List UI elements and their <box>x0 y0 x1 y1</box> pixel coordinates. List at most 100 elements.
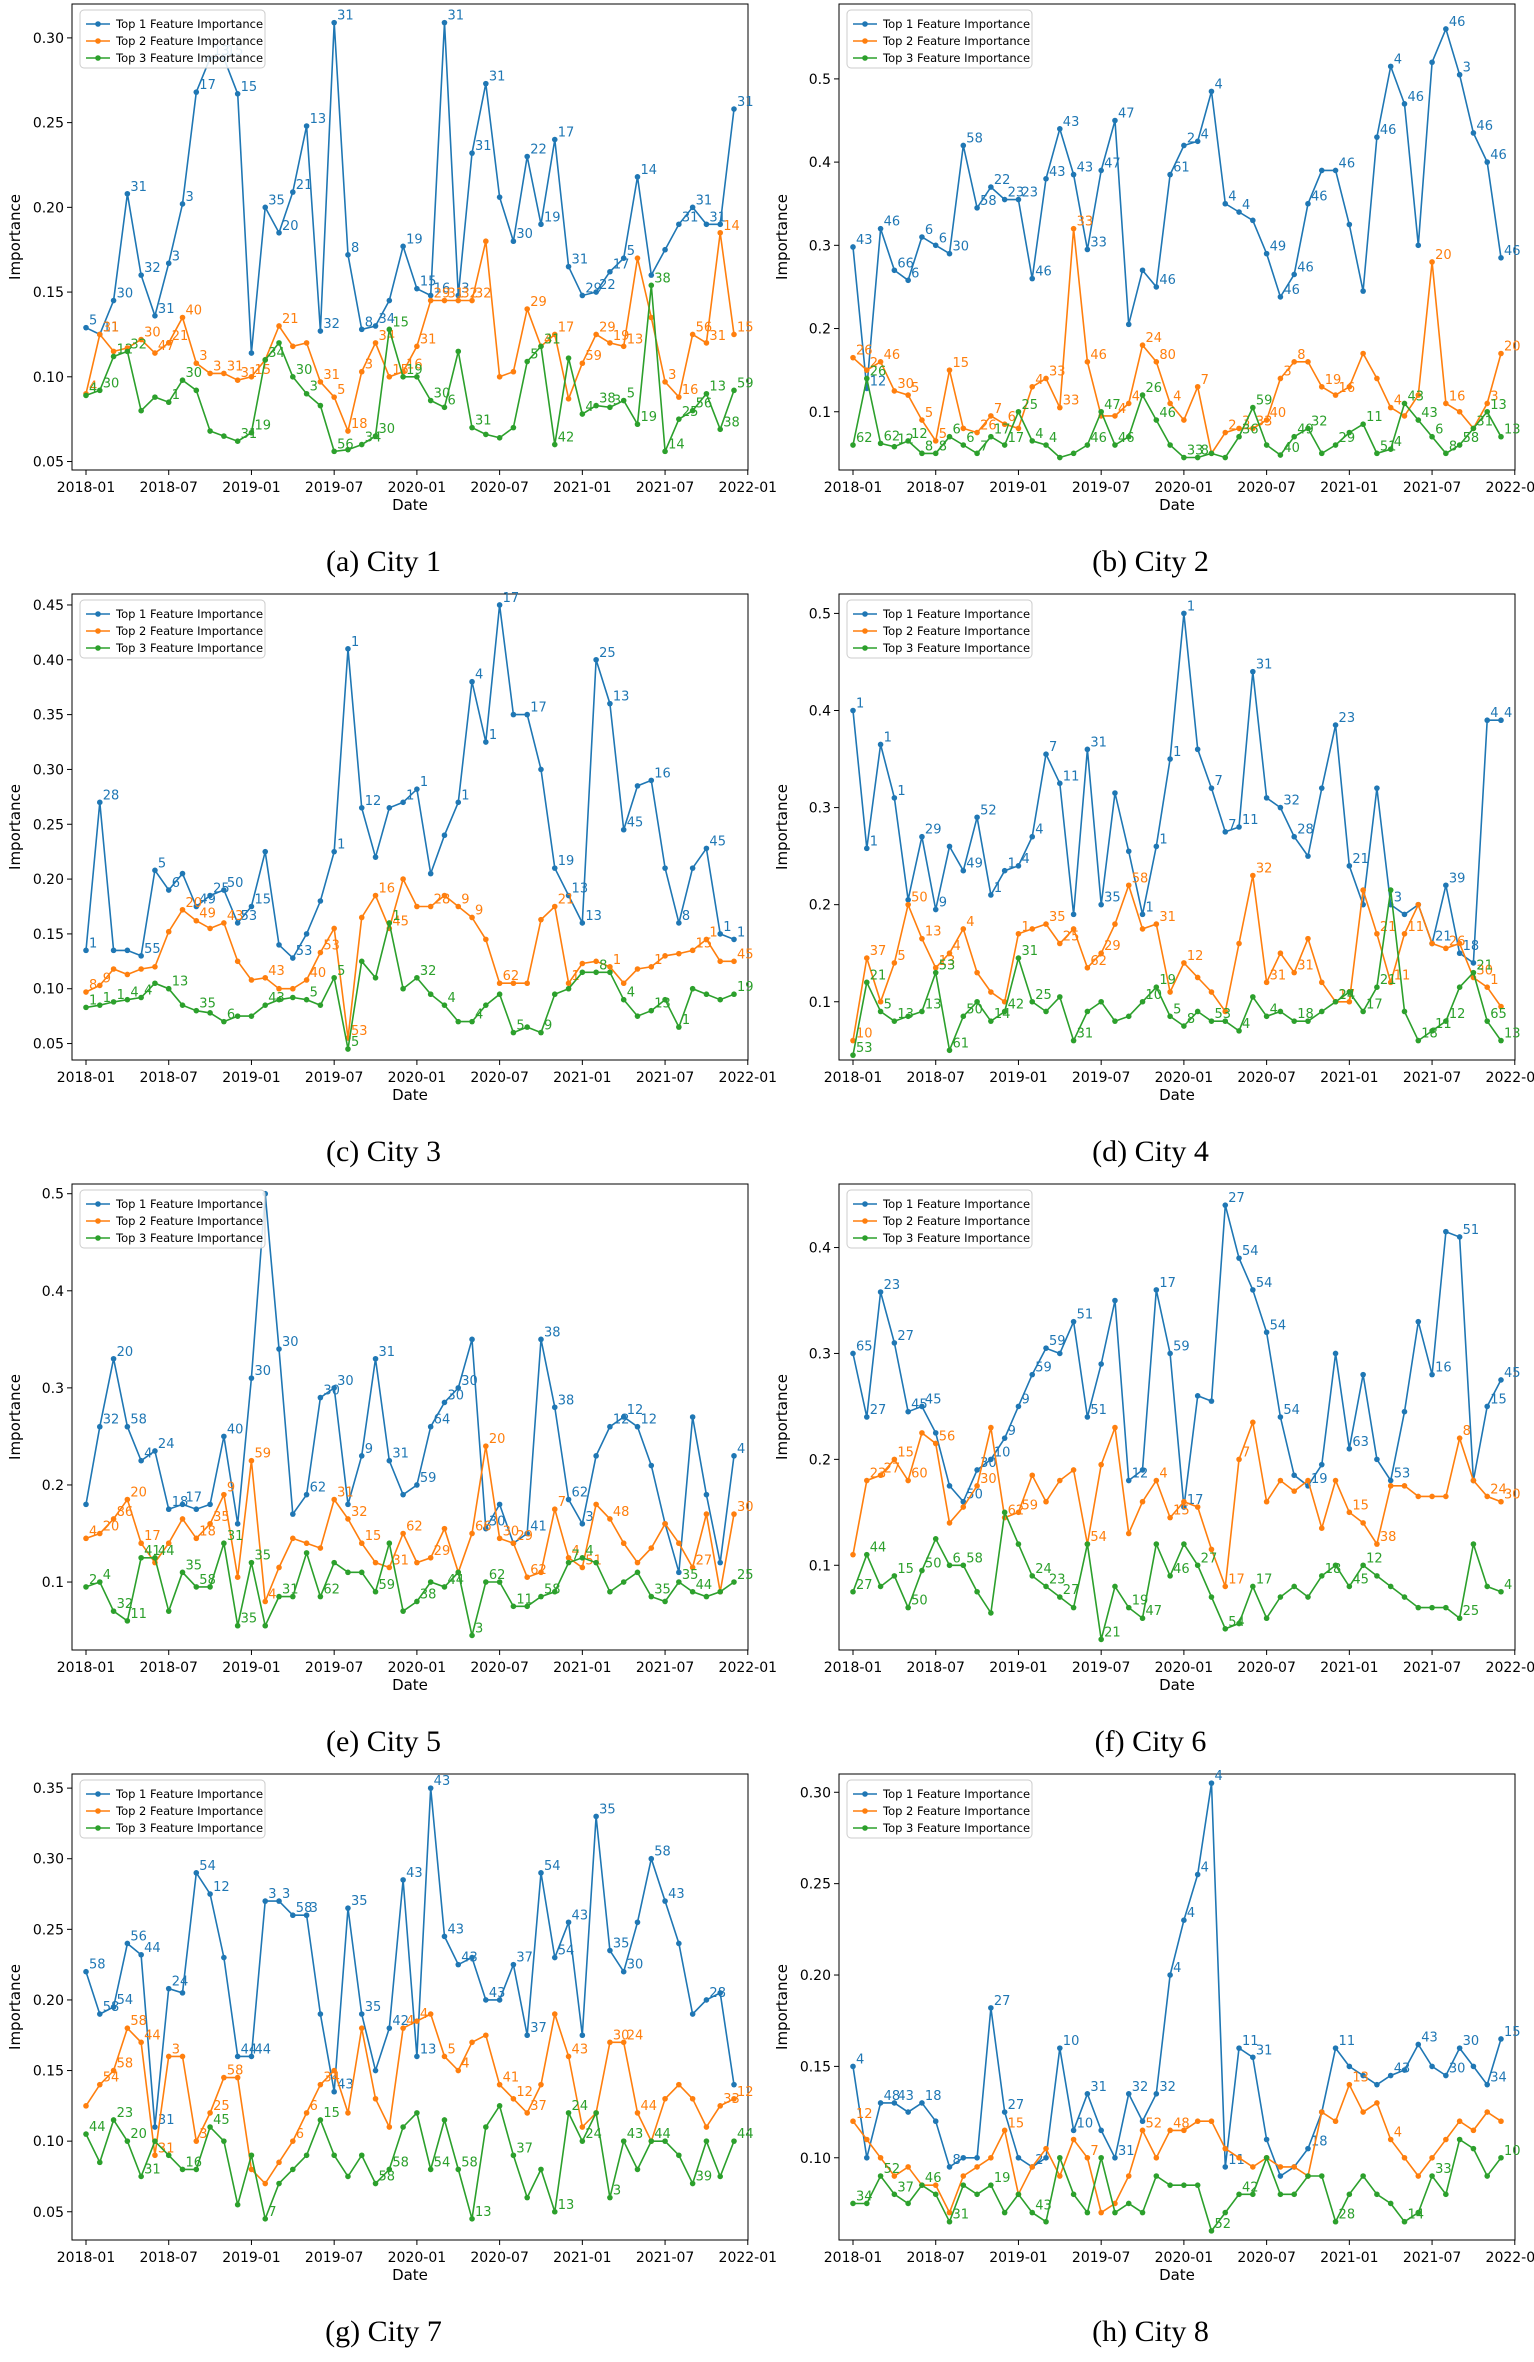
data-point <box>863 1477 870 1484</box>
data-point <box>193 1506 200 1513</box>
data-label: 43 <box>627 2127 644 2142</box>
data-label: 3 <box>186 190 194 205</box>
data-point <box>427 991 434 998</box>
data-point <box>1387 2072 1394 2079</box>
data-point <box>165 2152 172 2159</box>
data-point <box>276 229 282 236</box>
data-label: 43 <box>1049 165 1066 180</box>
data-point <box>988 184 994 190</box>
data-point <box>850 244 856 250</box>
data-label: 30 <box>447 1388 464 1403</box>
x-tick-label: 2021-07 <box>636 2250 695 2266</box>
data-point <box>717 2103 724 2109</box>
data-point <box>400 243 406 250</box>
data-label: 5 <box>939 427 947 442</box>
x-tick-label: 2021-07 <box>636 1070 695 1086</box>
data-point <box>634 966 641 972</box>
data-point <box>538 916 544 923</box>
data-point <box>1043 1008 1049 1015</box>
data-point <box>717 958 724 965</box>
data-point <box>1429 2063 1435 2070</box>
data-label: 34 <box>323 2071 340 2086</box>
data-point <box>538 1870 544 1876</box>
data-label: 58 <box>296 1901 313 1916</box>
y-tick-label: 0.25 <box>33 1922 64 1938</box>
data-point <box>317 949 324 956</box>
data-point <box>905 438 911 444</box>
data-point <box>221 1954 227 1961</box>
data-label: 1 <box>737 925 745 940</box>
data-point <box>152 1448 158 1454</box>
data-point <box>400 799 406 806</box>
data-point <box>469 1954 475 1961</box>
data-point <box>1360 2109 1366 2115</box>
data-point <box>83 947 89 954</box>
data-point <box>1250 2054 1256 2061</box>
data-point <box>676 1540 682 1547</box>
data-point <box>1057 404 1063 411</box>
data-point <box>932 438 939 444</box>
data-label: 54 <box>434 2155 451 2170</box>
data-point <box>648 282 655 289</box>
data-label: 20 <box>117 1345 134 1360</box>
series-line <box>853 2138 1502 2233</box>
data-label: 50 <box>925 1557 942 1572</box>
y-tick-label: 0.05 <box>33 455 64 471</box>
data-point <box>634 1423 641 1430</box>
data-point <box>676 2152 682 2159</box>
data-point <box>1263 1498 1270 1505</box>
data-label: 12 <box>737 2085 754 2100</box>
data-point <box>1305 853 1311 859</box>
x-tick-label: 2022-01 <box>1486 2250 1534 2266</box>
data-point <box>634 1569 641 1576</box>
data-point <box>1456 1615 1463 1622</box>
data-point <box>988 433 994 440</box>
data-label: 27 <box>994 1994 1011 2009</box>
data-label: 4 <box>966 915 974 930</box>
data-point <box>1291 969 1297 976</box>
data-label: 3 <box>1394 891 1402 906</box>
data-point <box>731 387 737 394</box>
data-point <box>662 448 668 455</box>
data-point <box>1456 2136 1463 2143</box>
data-label: 5 <box>310 986 318 1001</box>
data-point <box>331 1385 337 1391</box>
data-label: 61 <box>953 1036 970 1051</box>
x-tick-label: 2018-07 <box>139 2250 198 2266</box>
data-label: 59 <box>1035 1361 1052 1376</box>
data-label: 4 <box>1159 1467 1167 1482</box>
data-label: 20 <box>1435 248 1452 263</box>
legend-marker <box>95 1218 101 1224</box>
y-axis-label: Importance <box>773 1964 791 2050</box>
legend-box <box>79 599 266 659</box>
data-label: 31 <box>130 180 147 195</box>
data-point <box>345 251 351 258</box>
data-point <box>1112 2154 1118 2161</box>
data-label: 7 <box>1228 818 1236 833</box>
data-point <box>1167 1350 1173 1357</box>
legend-label: Top 2 Feature Importance <box>882 1804 1030 1818</box>
data-point <box>317 2117 324 2123</box>
data-label: 25 <box>737 1568 754 1583</box>
panel-caption: (f) City 6 <box>1094 1725 1207 1758</box>
data-label: 3 <box>461 281 469 296</box>
data-point <box>1332 722 1339 728</box>
data-point <box>1470 1477 1477 1484</box>
data-point <box>960 425 967 432</box>
data-point <box>1277 294 1284 300</box>
data-point <box>1456 1435 1463 1441</box>
data-label: 13 <box>897 1007 914 1022</box>
data-point <box>1194 974 1201 981</box>
legend-label: Top 1 Feature Importance <box>882 607 1030 621</box>
data-label: 3 <box>172 2042 180 2057</box>
data-point <box>565 980 572 987</box>
data-point <box>1291 1018 1297 1024</box>
data-point <box>607 2194 613 2201</box>
data-point <box>1277 950 1284 957</box>
data-point <box>1084 1541 1091 1547</box>
data-label: 3 <box>1490 389 1498 404</box>
data-label: 44 <box>241 2042 258 2057</box>
data-point <box>1236 433 1242 440</box>
